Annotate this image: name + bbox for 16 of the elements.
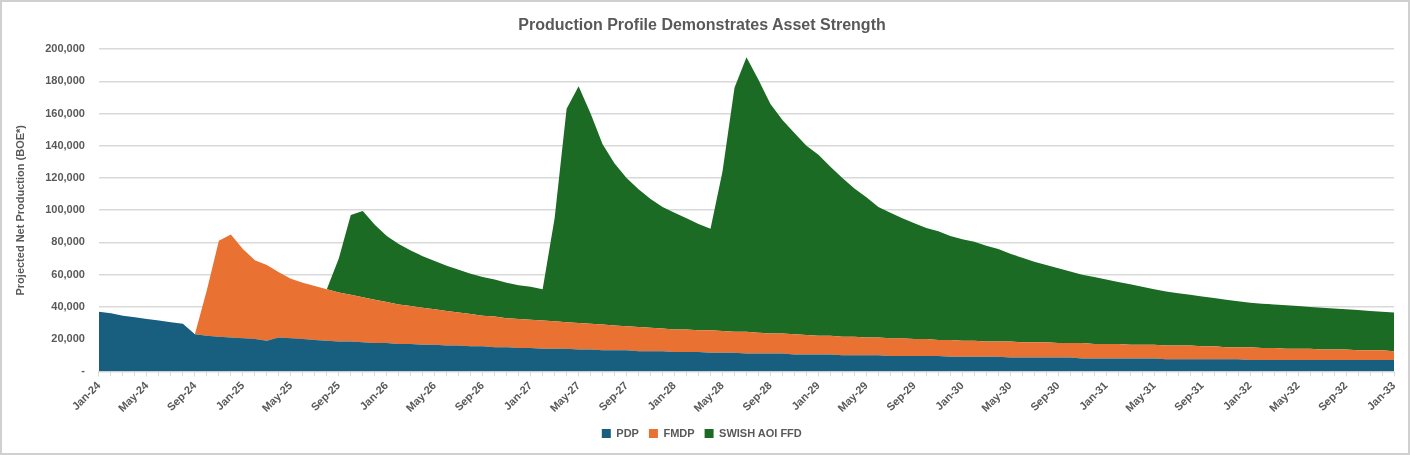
y-tick-label: 160,000 (45, 106, 85, 119)
y-tick-label: 60,000 (51, 267, 85, 280)
y-tick-label: 80,000 (51, 235, 85, 248)
legend-label: FMDP (663, 426, 695, 439)
chart-title: Production Profile Demonstrates Asset Strength (518, 16, 886, 34)
y-tick-label: 140,000 (45, 138, 85, 151)
legend-label: SWISH AOI FFD (719, 426, 802, 439)
y-tick-label: 200,000 (45, 42, 85, 55)
y-tick-label: 180,000 (45, 74, 85, 87)
y-tick-label: 120,000 (45, 171, 85, 184)
legend-label: PDP (616, 426, 639, 439)
y-tick-label: 40,000 (51, 299, 85, 312)
y-tick-label: - (81, 364, 86, 377)
y-axis-title: Projected Net Production (BOE*) (13, 124, 26, 296)
y-tick-label: 20,000 (51, 332, 85, 345)
y-tick-label: 100,000 (45, 203, 85, 216)
